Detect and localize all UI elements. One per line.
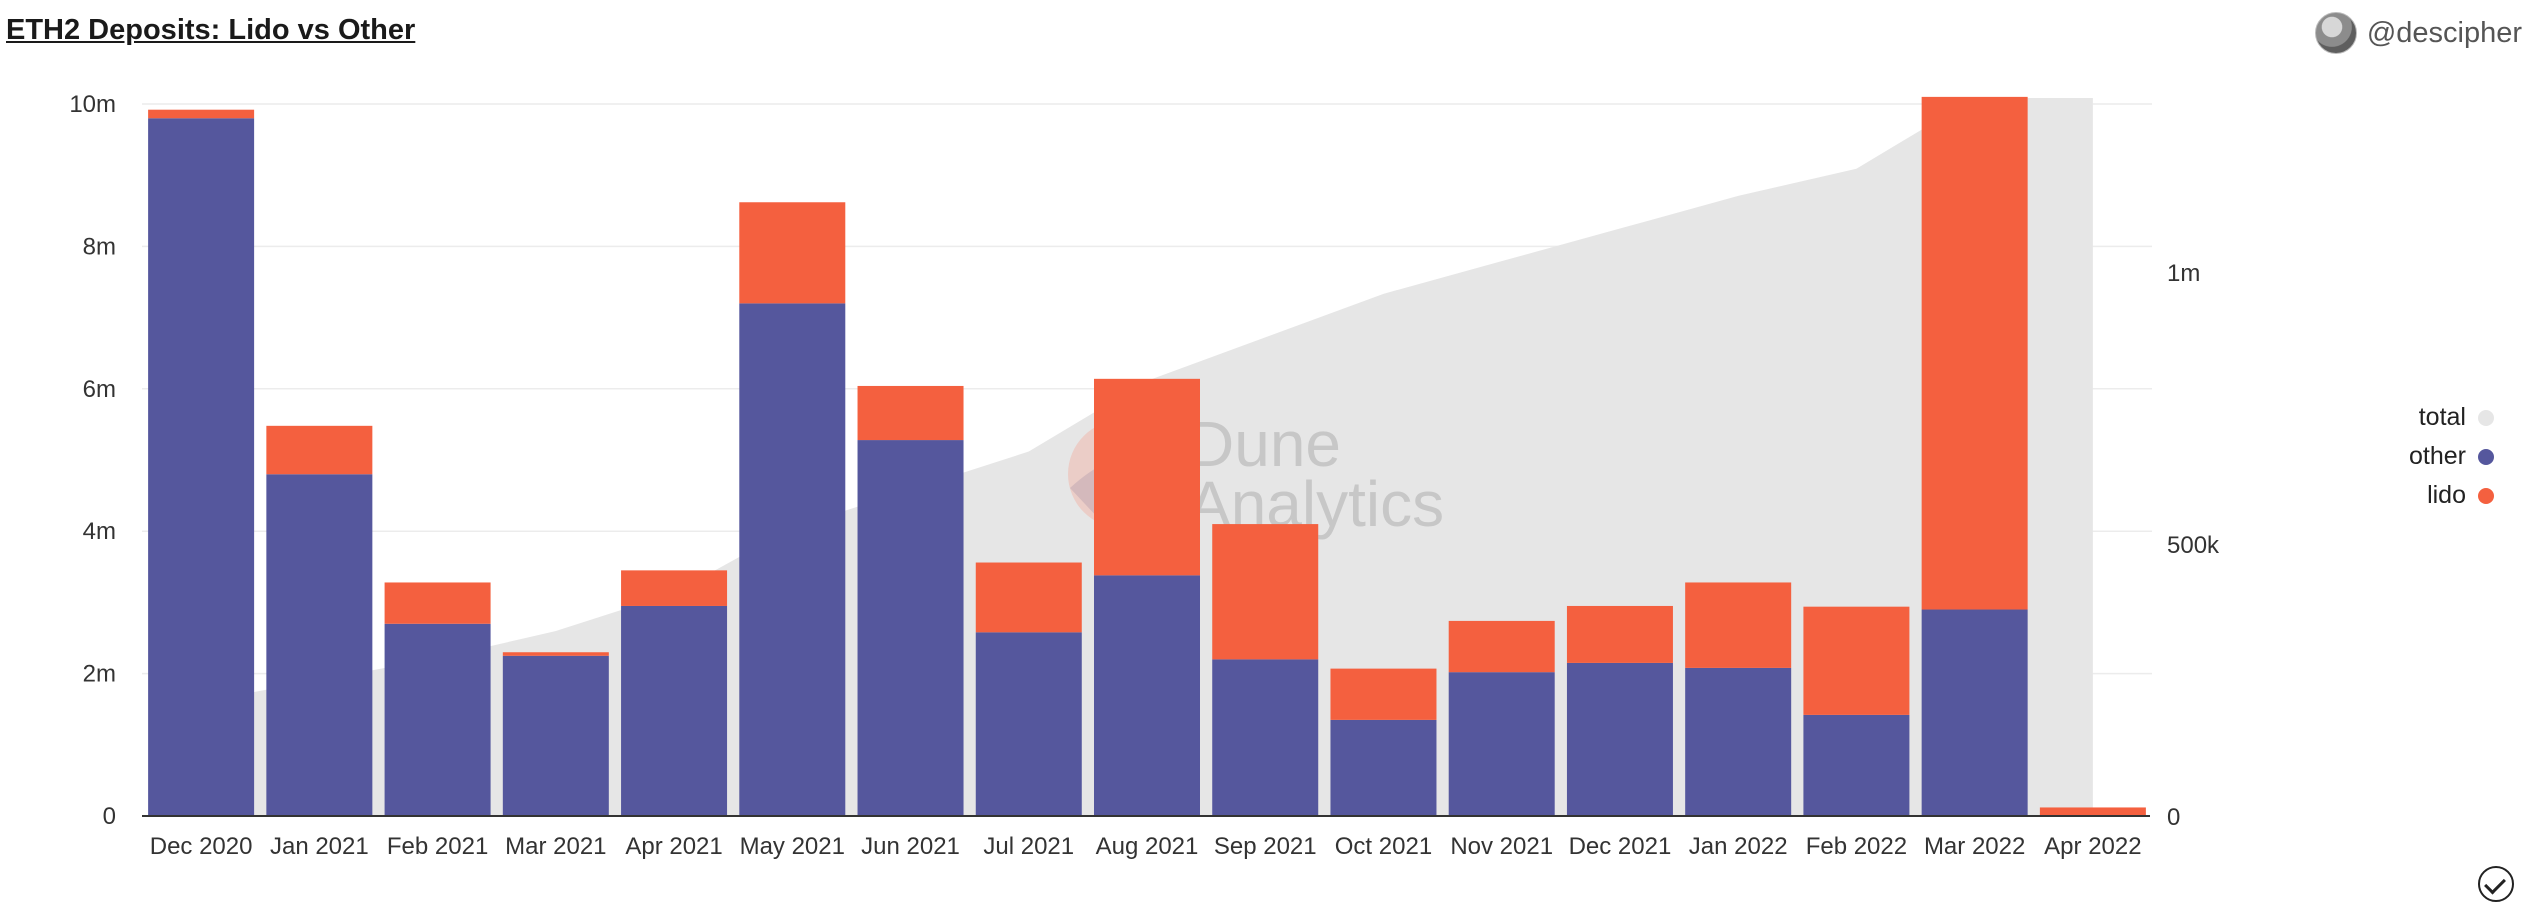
legend: total other lido [2409, 398, 2494, 515]
bar-lido [1685, 582, 1792, 668]
bar-lido [1330, 668, 1437, 720]
bar-lido [621, 570, 728, 606]
x-tick-label: Nov 2021 [1450, 833, 1553, 860]
bar-other [1212, 659, 1319, 816]
x-tick-label: Sep 2021 [1214, 833, 1317, 860]
bar-other [1921, 609, 2028, 816]
x-tick-label: Apr 2022 [2044, 833, 2141, 860]
y-left-tick-label: 6m [83, 376, 116, 403]
bar-lido [266, 425, 373, 475]
bar-lido [384, 582, 491, 624]
x-tick-label: Feb 2021 [387, 833, 488, 860]
bar-other [857, 440, 964, 816]
legend-item-other[interactable]: other [2409, 437, 2494, 476]
legend-label-other: other [2409, 442, 2466, 470]
stacked-bars [148, 96, 2146, 817]
bar-lido [1448, 620, 1555, 673]
bar-lido [1094, 378, 1200, 576]
author-name: @descipher [2366, 16, 2522, 49]
x-tick-label: Oct 2021 [1335, 833, 1432, 860]
y-left-tick-label: 0 [103, 803, 116, 830]
check-circle-icon[interactable] [2478, 866, 2514, 902]
bar-other [266, 474, 373, 816]
bar-other [1448, 672, 1555, 816]
legend-label-lido: lido [2427, 481, 2466, 509]
chart-title[interactable]: ETH2 Deposits: Lido vs Other [6, 14, 416, 46]
y-left-tick-label: 8m [83, 233, 116, 260]
legend-dot-other [2478, 448, 2494, 465]
bar-other [1566, 662, 1673, 816]
y-left-tick-label: 10m [69, 91, 116, 118]
bar-other [384, 623, 491, 816]
legend-label-total: total [2418, 403, 2466, 431]
x-tick-label: Jan 2021 [270, 833, 369, 860]
legend-dot-total [2478, 409, 2494, 426]
bar-other [739, 303, 846, 816]
x-tick-label: Mar 2021 [505, 833, 606, 860]
x-tick-label: Dec 2020 [150, 833, 253, 860]
y-left-tick-label: 4m [83, 518, 116, 545]
bar-lido [857, 385, 964, 441]
legend-dot-lido [2478, 487, 2494, 504]
bar-lido [502, 652, 609, 656]
bar-other [975, 632, 1082, 816]
x-tick-label: Aug 2021 [1096, 833, 1199, 860]
bar-other [1094, 575, 1200, 816]
bar-lido [739, 202, 846, 304]
x-tick-label: Jun 2021 [861, 833, 960, 860]
bar-other [502, 655, 609, 816]
x-tick-label: Mar 2022 [1924, 833, 2025, 860]
y-right-tick-label: 0 [2167, 804, 2180, 831]
axis-labels: 0 2m 4m 6m 8m 10m 0 500k 1m Dec 2020 Jan 2021 Feb 2… [69, 91, 2220, 860]
y-right-tick-label: 1m [2167, 260, 2200, 287]
bar-other [1330, 719, 1437, 816]
legend-item-total[interactable]: total [2409, 398, 2494, 437]
y-left-tick-label: 2m [83, 661, 116, 688]
bar-lido [1803, 606, 1910, 715]
y-right-tick-label: 500k [2167, 532, 2220, 559]
bar-lido [2039, 807, 2146, 816]
watermark-line1: Dune [1188, 408, 1341, 480]
x-tick-label: Jul 2021 [983, 833, 1074, 860]
avatar-icon [2314, 12, 2357, 54]
bar-lido [1212, 524, 1319, 660]
x-tick-label: Apr 2021 [625, 833, 722, 860]
bar-lido [1566, 605, 1673, 663]
bar-other [148, 118, 255, 817]
x-tick-label: Jan 2022 [1689, 833, 1788, 860]
bar-lido [1921, 96, 2028, 610]
bar-other [1685, 667, 1792, 816]
bar-lido [148, 109, 255, 119]
author-link[interactable]: @descipher [2314, 12, 2522, 54]
bar-lido [975, 562, 1082, 633]
bar-other [621, 605, 728, 816]
bar-other [1803, 714, 1910, 816]
x-tick-label: May 2021 [740, 833, 845, 860]
legend-item-lido[interactable]: lido [2409, 476, 2494, 515]
x-tick-label: Feb 2022 [1806, 833, 1907, 860]
x-tick-label: Dec 2021 [1569, 833, 1672, 860]
